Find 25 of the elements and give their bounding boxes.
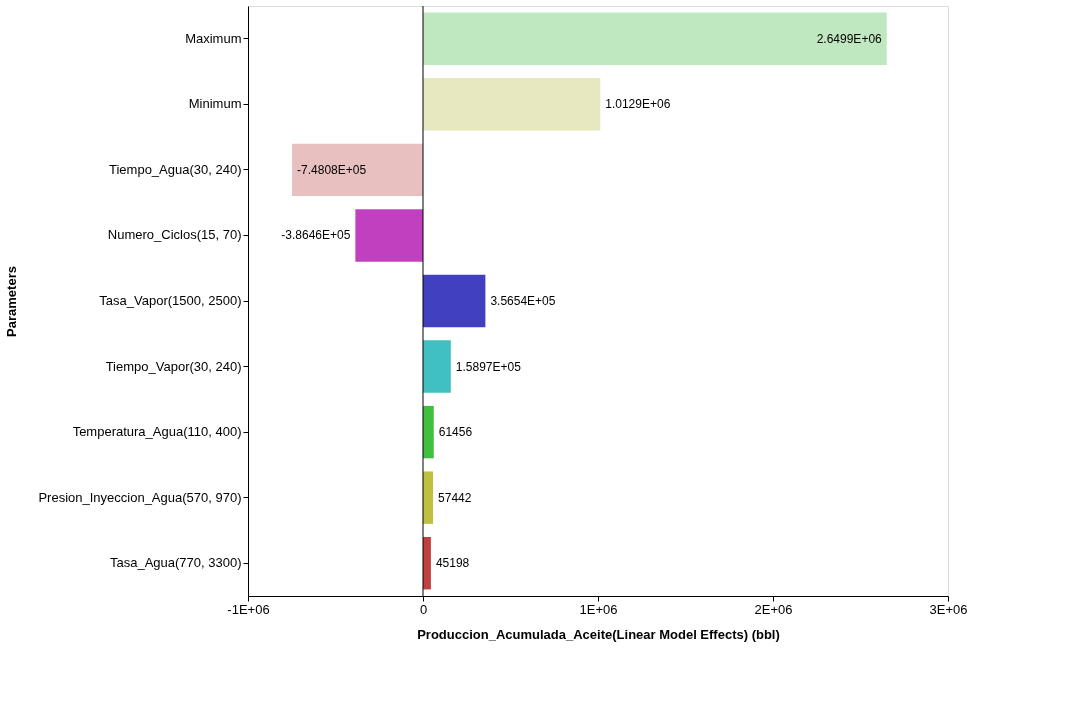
y-tick-label: Maximum	[185, 30, 242, 46]
y-tick-label: Tiempo_Vapor(30, 240)	[105, 358, 242, 374]
y-tick-label: Temperatura_Agua(110, 400)	[72, 424, 242, 440]
data-label: 61456	[438, 425, 473, 440]
data-label: -7.4808E+05	[297, 162, 367, 177]
y-axis-title: Parameters	[3, 266, 19, 337]
data-label: 2.6499E+06	[816, 31, 883, 46]
y-tick-label: Minimum	[188, 96, 242, 112]
x-tick-label: 0	[419, 601, 428, 617]
y-tick-label: Tasa_Vapor(1500, 2500)	[99, 293, 242, 308]
data-label: -3.8646E+05	[281, 228, 351, 243]
data-label: 1.0129E+06	[605, 97, 671, 112]
y-tick-label: Numero_Ciclos(15, 70)	[107, 227, 242, 243]
x-axis-title: Produccion_Acumulada_Aceite(Linear Model Effects) (bbl)	[417, 626, 780, 642]
x-tick-label: 2E+06	[754, 601, 793, 617]
x-tick-label: 3E+06	[929, 601, 968, 617]
data-label: 1.5897E+05	[455, 359, 522, 374]
y-tick-label: Presion_Inyeccion_Agua(570, 970)	[38, 489, 242, 505]
data-label: 3.5654E+05	[490, 294, 556, 308]
x-tick-label: -1E+06	[227, 601, 270, 617]
data-label: 45198	[435, 556, 470, 571]
y-tick-label: Tasa_Agua(770, 3300)	[109, 555, 242, 571]
data-label: 57442	[438, 490, 472, 505]
x-tick-label: 1E+06	[579, 601, 618, 617]
y-tick-label: Tiempo_Agua(30, 240)	[109, 161, 242, 177]
